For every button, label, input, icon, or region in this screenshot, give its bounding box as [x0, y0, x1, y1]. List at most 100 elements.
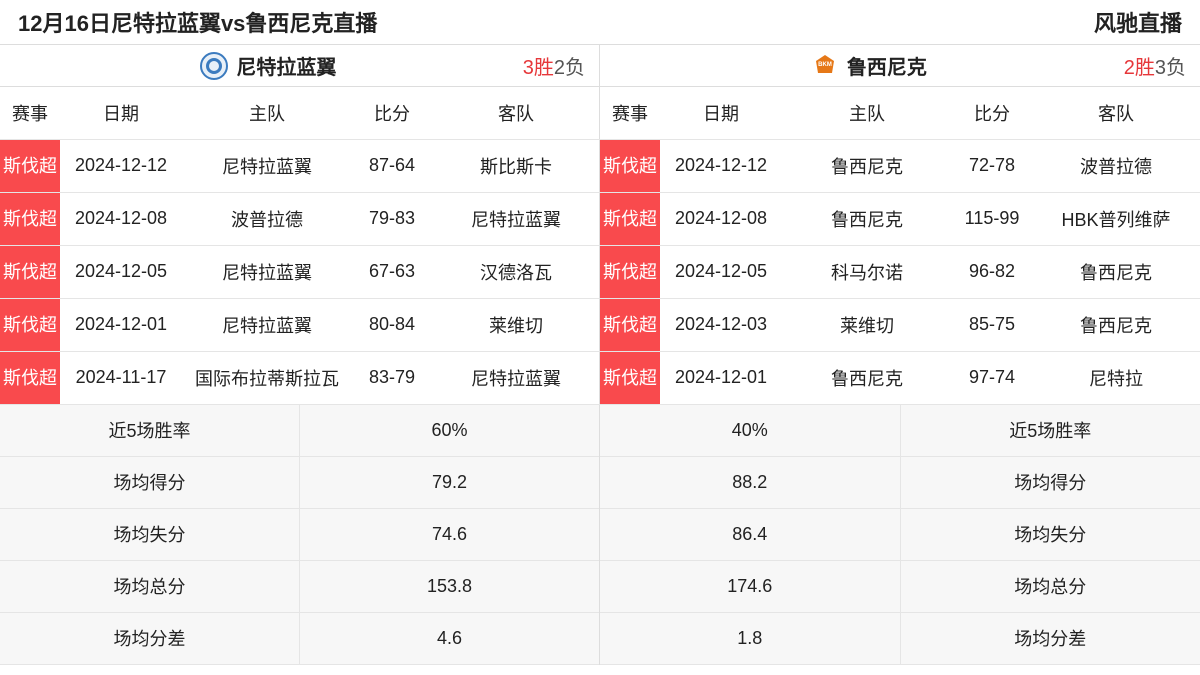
team-left-block: 尼特拉蓝翼 3胜2负 — [0, 45, 600, 86]
cell-score: 87-64 — [352, 139, 432, 192]
table-row: 斯伐超2024-12-12尼特拉蓝翼87-64斯比斯卡 — [0, 139, 600, 192]
cell-score: 79-83 — [352, 192, 432, 245]
stat-row: 1.8 场均分差 — [600, 613, 1200, 665]
cell-away: 鲁西尼克 — [1032, 298, 1200, 351]
stat-value: 79.2 — [300, 457, 599, 508]
cell-score: 115-99 — [952, 192, 1032, 245]
cell-score: 85-75 — [952, 298, 1032, 351]
stat-row: 场均得分 79.2 — [0, 457, 599, 509]
cell-score: 97-74 — [952, 351, 1032, 404]
stat-label: 场均得分 — [0, 457, 300, 508]
cell-away: 汉德洛瓦 — [432, 245, 600, 298]
stat-value: 153.8 — [300, 561, 599, 612]
right-matches: 赛事 日期 主队 比分 客队 斯伐超2024-12-12鲁西尼克72-78波普拉… — [600, 87, 1200, 405]
cell-home: 波普拉德 — [182, 192, 352, 245]
team-left-losses: 2负 — [554, 57, 585, 79]
cell-score: 67-63 — [352, 245, 432, 298]
stat-label: 场均失分 — [901, 509, 1200, 560]
stat-row: 近5场胜率 60% — [0, 405, 599, 457]
matches-grid: 赛事 日期 主队 比分 客队 斯伐超2024-12-12尼特拉蓝翼87-64斯比… — [0, 87, 1200, 405]
table-header-row: 赛事 日期 主队 比分 客队 — [0, 87, 600, 139]
team-left-wins: 3胜 — [523, 57, 554, 79]
table-row: 斯伐超2024-12-05尼特拉蓝翼67-63汉德洛瓦 — [0, 245, 600, 298]
league-badge: 斯伐超 — [0, 193, 60, 245]
page-header: 12月16日尼特拉蓝翼vs鲁西尼克直播 风驰直播 — [0, 0, 1200, 45]
table-row: 斯伐超2024-12-05科马尔诺96-82鲁西尼克 — [600, 245, 1200, 298]
stats-right: 40% 近5场胜率 88.2 场均得分 86.4 场均失分 174.6 场均总分… — [600, 405, 1200, 665]
cell-date: 2024-12-05 — [60, 245, 182, 298]
cell-date: 2024-12-01 — [660, 351, 782, 404]
table-row: 斯伐超2024-12-08鲁西尼克115-99HBK普列维萨 — [600, 192, 1200, 245]
svg-text:BKM: BKM — [818, 62, 832, 68]
stat-value: 174.6 — [600, 561, 901, 612]
left-matches-table: 赛事 日期 主队 比分 客队 斯伐超2024-12-12尼特拉蓝翼87-64斯比… — [0, 87, 600, 405]
cell-away: 尼特拉蓝翼 — [432, 192, 600, 245]
stats-section: 近5场胜率 60% 场均得分 79.2 场均失分 74.6 场均总分 153.8… — [0, 405, 1200, 665]
stat-label: 场均分差 — [901, 613, 1200, 664]
team-right-logo-icon: BKM — [811, 52, 839, 80]
stat-value: 4.6 — [300, 613, 599, 664]
cell-home: 尼特拉蓝翼 — [182, 298, 352, 351]
league-badge: 斯伐超 — [600, 140, 660, 192]
stat-row: 86.4 场均失分 — [600, 509, 1200, 561]
league-badge: 斯伐超 — [600, 246, 660, 298]
stat-row: 88.2 场均得分 — [600, 457, 1200, 509]
brand-label: 风驰直播 — [1094, 6, 1182, 38]
col-away: 客队 — [432, 87, 600, 139]
stat-value: 60% — [300, 405, 599, 456]
cell-date: 2024-12-12 — [60, 139, 182, 192]
league-badge: 斯伐超 — [600, 299, 660, 351]
team-right-losses: 3负 — [1155, 57, 1186, 79]
col-away: 客队 — [1032, 87, 1200, 139]
team-right-wins: 2胜 — [1124, 57, 1155, 79]
team-left-record: 3胜2负 — [523, 51, 585, 80]
stat-label: 场均总分 — [0, 561, 300, 612]
stat-row: 174.6 场均总分 — [600, 561, 1200, 613]
cell-score: 80-84 — [352, 298, 432, 351]
cell-away: 尼特拉蓝翼 — [432, 351, 600, 404]
table-row: 斯伐超2024-12-03莱维切85-75鲁西尼克 — [600, 298, 1200, 351]
stat-label: 近5场胜率 — [0, 405, 300, 456]
cell-score: 83-79 — [352, 351, 432, 404]
league-badge: 斯伐超 — [0, 140, 60, 192]
cell-home: 鲁西尼克 — [782, 139, 952, 192]
cell-away: 莱维切 — [432, 298, 600, 351]
table-header-row: 赛事 日期 主队 比分 客队 — [600, 87, 1200, 139]
cell-date: 2024-12-12 — [660, 139, 782, 192]
cell-score: 72-78 — [952, 139, 1032, 192]
cell-date: 2024-12-08 — [660, 192, 782, 245]
cell-home: 鲁西尼克 — [782, 351, 952, 404]
cell-away: HBK普列维萨 — [1032, 192, 1200, 245]
stat-label: 场均失分 — [0, 509, 300, 560]
cell-home: 尼特拉蓝翼 — [182, 245, 352, 298]
table-row: 斯伐超2024-12-01尼特拉蓝翼80-84莱维切 — [0, 298, 600, 351]
col-league: 赛事 — [600, 87, 660, 139]
table-row: 斯伐超2024-12-01鲁西尼克97-74尼特拉 — [600, 351, 1200, 404]
teams-row: 尼特拉蓝翼 3胜2负 BKM 鲁西尼克 2胜3负 — [0, 45, 1200, 87]
stat-value: 86.4 — [600, 509, 901, 560]
team-left-logo-icon — [200, 52, 228, 80]
team-right-record: 2胜3负 — [1124, 51, 1186, 80]
cell-away: 鲁西尼克 — [1032, 245, 1200, 298]
cell-home: 尼特拉蓝翼 — [182, 139, 352, 192]
cell-away: 斯比斯卡 — [432, 139, 600, 192]
stat-label: 场均得分 — [901, 457, 1200, 508]
col-score: 比分 — [952, 87, 1032, 139]
cell-home: 国际布拉蒂斯拉瓦 — [182, 351, 352, 404]
table-row: 斯伐超2024-12-08波普拉德79-83尼特拉蓝翼 — [0, 192, 600, 245]
stat-value: 40% — [600, 405, 901, 456]
col-home: 主队 — [782, 87, 952, 139]
stat-value: 1.8 — [600, 613, 901, 664]
cell-date: 2024-12-08 — [60, 192, 182, 245]
col-date: 日期 — [60, 87, 182, 139]
league-badge: 斯伐超 — [600, 352, 660, 404]
league-badge: 斯伐超 — [0, 246, 60, 298]
col-date: 日期 — [660, 87, 782, 139]
left-matches: 赛事 日期 主队 比分 客队 斯伐超2024-12-12尼特拉蓝翼87-64斯比… — [0, 87, 600, 405]
stat-value: 74.6 — [300, 509, 599, 560]
right-matches-table: 赛事 日期 主队 比分 客队 斯伐超2024-12-12鲁西尼克72-78波普拉… — [600, 87, 1200, 405]
stat-row: 40% 近5场胜率 — [600, 405, 1200, 457]
cell-date: 2024-12-01 — [60, 298, 182, 351]
stat-row: 场均总分 153.8 — [0, 561, 599, 613]
cell-away: 尼特拉 — [1032, 351, 1200, 404]
